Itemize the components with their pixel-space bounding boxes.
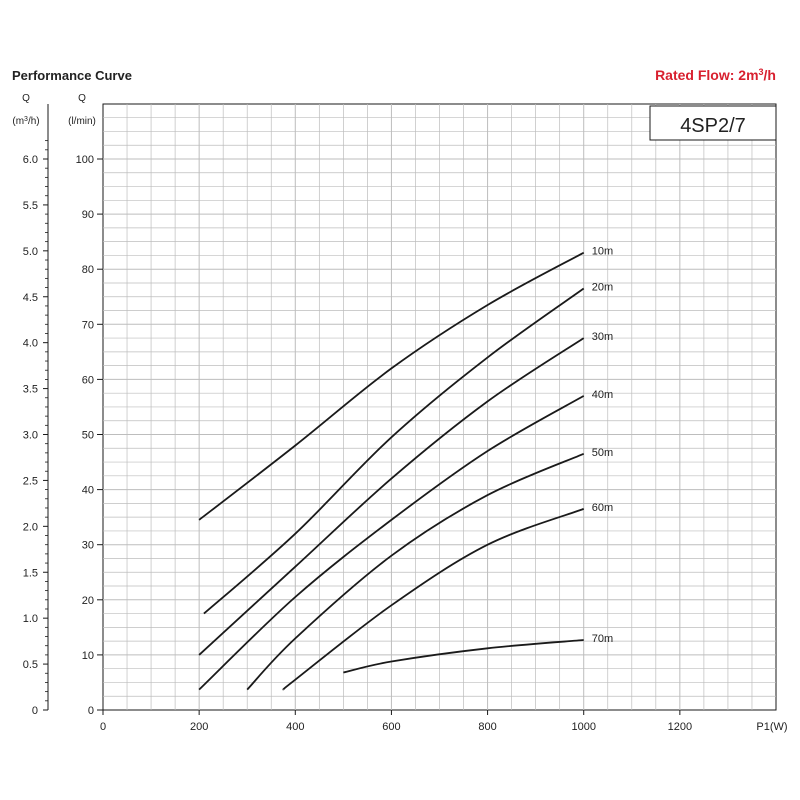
left-axis-q: Q (22, 93, 30, 104)
series-label-20m: 20m (592, 281, 613, 293)
series-line-10m (198, 251, 585, 521)
left-tick-label: 4.0 (23, 338, 38, 350)
series-label-70m: 70m (592, 633, 613, 645)
mid-tick-label: 20 (82, 595, 94, 607)
series-line-70m (343, 639, 584, 674)
x-tick-label: 400 (286, 721, 304, 733)
mid-axis-ticks: 0 10 20 30 40 50 60 70 80 90 100 (76, 154, 103, 717)
rated-flow-label: Rated Flow: 2m (655, 67, 758, 83)
left-tick-label: 1.5 (23, 567, 38, 579)
x-tick-label: 600 (382, 721, 400, 733)
mid-tick-label: 0 (88, 705, 94, 717)
left-tick-label: 5.0 (23, 246, 38, 258)
left-tick-label: 2.0 (23, 521, 38, 533)
left-axis-unit: (m3/h) (12, 116, 39, 128)
x-tick-label: 1200 (668, 721, 692, 733)
left-unit-prefix: (m (12, 116, 24, 127)
curves: 10m 20m 30m 40m 50m 60m 70m (198, 246, 613, 691)
left-unit-suffix: /h) (28, 116, 40, 127)
series-label-50m: 50m (592, 447, 613, 459)
left-unit-sup: 3 (24, 116, 28, 123)
x-axis-ticks: 0 200 400 600 800 1000 1200 (100, 710, 692, 733)
grid (102, 103, 777, 711)
series-label-10m: 10m (592, 246, 613, 258)
chart-title: Performance Curve (12, 68, 132, 83)
left-tick-label: 1.0 (23, 613, 38, 625)
left-tick-label: 5.5 (23, 200, 38, 212)
mid-axis-q: Q (78, 93, 86, 104)
series-line-20m (203, 287, 585, 615)
mid-axis-unit: (l/min) (68, 116, 96, 127)
left-tick-label: 3.5 (23, 384, 38, 396)
model-box (649, 105, 777, 141)
x-tick-label: 0 (100, 721, 106, 733)
x-axis-label: P1(W) (756, 721, 787, 733)
left-tick-label: 0.5 (23, 659, 38, 671)
series-label-30m: 30m (592, 331, 613, 343)
left-axis-ticks: 0 0.5 1.0 1.5 2.0 2.5 3.0 3.5 4.0 4.5 5.0 5.5 6.0 (23, 140, 48, 717)
rated-flow-sup: 3 (759, 67, 764, 77)
mid-tick-label: 60 (82, 374, 94, 386)
series-line-60m (282, 508, 585, 691)
model-label: 4SP2/7 (680, 115, 746, 137)
series-label-40m: 40m (592, 389, 613, 401)
mid-tick-label: 30 (82, 540, 94, 552)
series-line-30m (198, 337, 585, 656)
mid-tick-label: 10 (82, 650, 94, 662)
mid-tick-label: 50 (82, 430, 94, 442)
rated-flow: Rated Flow: 2m3/h (655, 67, 776, 83)
mid-tick-label: 40 (82, 485, 94, 497)
series-label-60m: 60m (592, 502, 613, 514)
left-tick-label: 6.0 (23, 154, 38, 166)
mid-tick-label: 80 (82, 264, 94, 276)
x-tick-label: 200 (190, 721, 208, 733)
left-tick-label: 0 (32, 705, 38, 717)
left-tick-label: 2.5 (23, 475, 38, 487)
left-tick-label: 4.5 (23, 292, 38, 304)
rated-flow-unit: /h (764, 67, 776, 83)
x-tick-label: 800 (478, 721, 496, 733)
left-tick-label: 3.0 (23, 430, 38, 442)
mid-tick-label: 100 (76, 154, 94, 166)
x-tick-label: 1000 (571, 721, 595, 733)
mid-tick-label: 90 (82, 209, 94, 221)
mid-tick-label: 70 (82, 319, 94, 331)
series-line-50m (246, 452, 585, 691)
series-line-40m (198, 395, 585, 691)
